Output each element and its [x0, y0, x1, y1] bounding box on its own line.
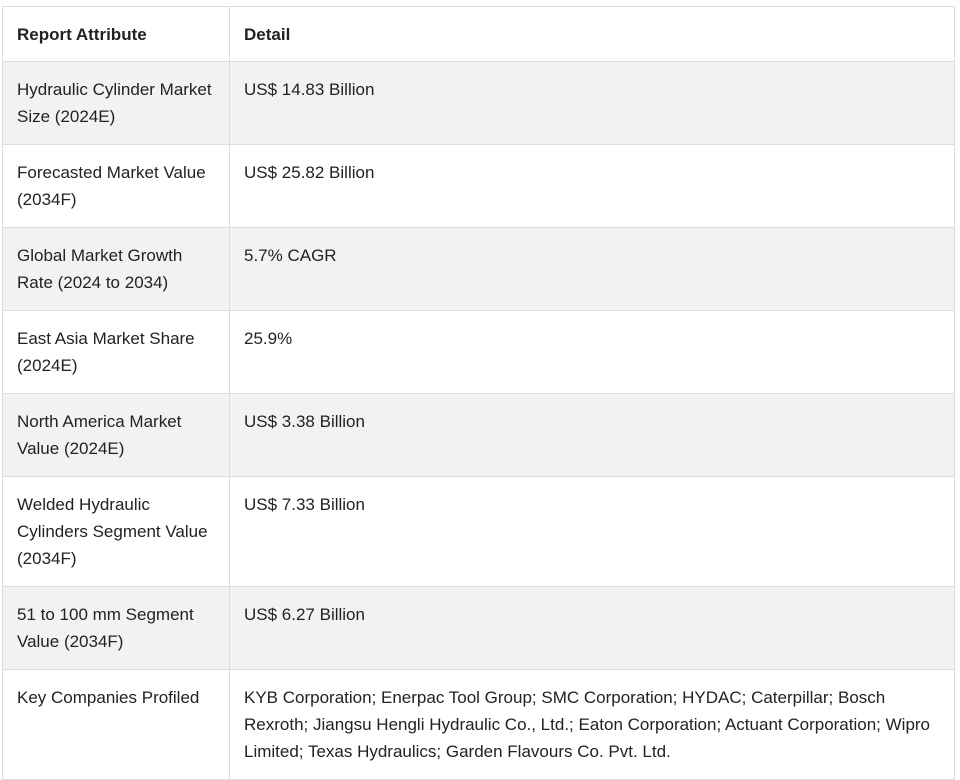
row-attribute: East Asia Market Share (2024E): [2, 310, 230, 394]
table-row: 51 to 100 mm Segment Value (2034F) US$ 6…: [2, 586, 955, 670]
row-detail: US$ 6.27 Billion: [229, 586, 955, 670]
row-attribute: Hydraulic Cylinder Market Size (2024E): [2, 61, 230, 145]
table-row: Global Market Growth Rate (2024 to 2034)…: [2, 227, 955, 311]
row-detail: 25.9%: [229, 310, 955, 394]
table-row: East Asia Market Share (2024E) 25.9%: [2, 310, 955, 394]
row-detail: US$ 14.83 Billion: [229, 61, 955, 145]
report-table-container: Report Attribute Detail Hydraulic Cylind…: [2, 6, 955, 780]
row-detail: US$ 25.82 Billion: [229, 144, 955, 228]
table-row: North America Market Value (2024E) US$ 3…: [2, 393, 955, 477]
row-detail: US$ 7.33 Billion: [229, 476, 955, 587]
row-attribute: Key Companies Profiled: [2, 669, 230, 780]
table-row: Welded Hydraulic Cylinders Segment Value…: [2, 476, 955, 587]
row-attribute: Forecasted Market Value (2034F): [2, 144, 230, 228]
row-attribute: 51 to 100 mm Segment Value (2034F): [2, 586, 230, 670]
row-detail: 5.7% CAGR: [229, 227, 955, 311]
header-detail: Detail: [229, 6, 955, 62]
row-attribute: Welded Hydraulic Cylinders Segment Value…: [2, 476, 230, 587]
row-detail: KYB Corporation; Enerpac Tool Group; SMC…: [229, 669, 955, 780]
table-row: Key Companies Profiled KYB Corporation; …: [2, 669, 955, 780]
report-attributes-table: Report Attribute Detail Hydraulic Cylind…: [2, 6, 955, 780]
row-attribute: North America Market Value (2024E): [2, 393, 230, 477]
table-row: Hydraulic Cylinder Market Size (2024E) U…: [2, 61, 955, 145]
header-report-attribute: Report Attribute: [2, 6, 230, 62]
table-header-row: Report Attribute Detail: [2, 6, 955, 62]
table-row: Forecasted Market Value (2034F) US$ 25.8…: [2, 144, 955, 228]
row-attribute: Global Market Growth Rate (2024 to 2034): [2, 227, 230, 311]
row-detail: US$ 3.38 Billion: [229, 393, 955, 477]
